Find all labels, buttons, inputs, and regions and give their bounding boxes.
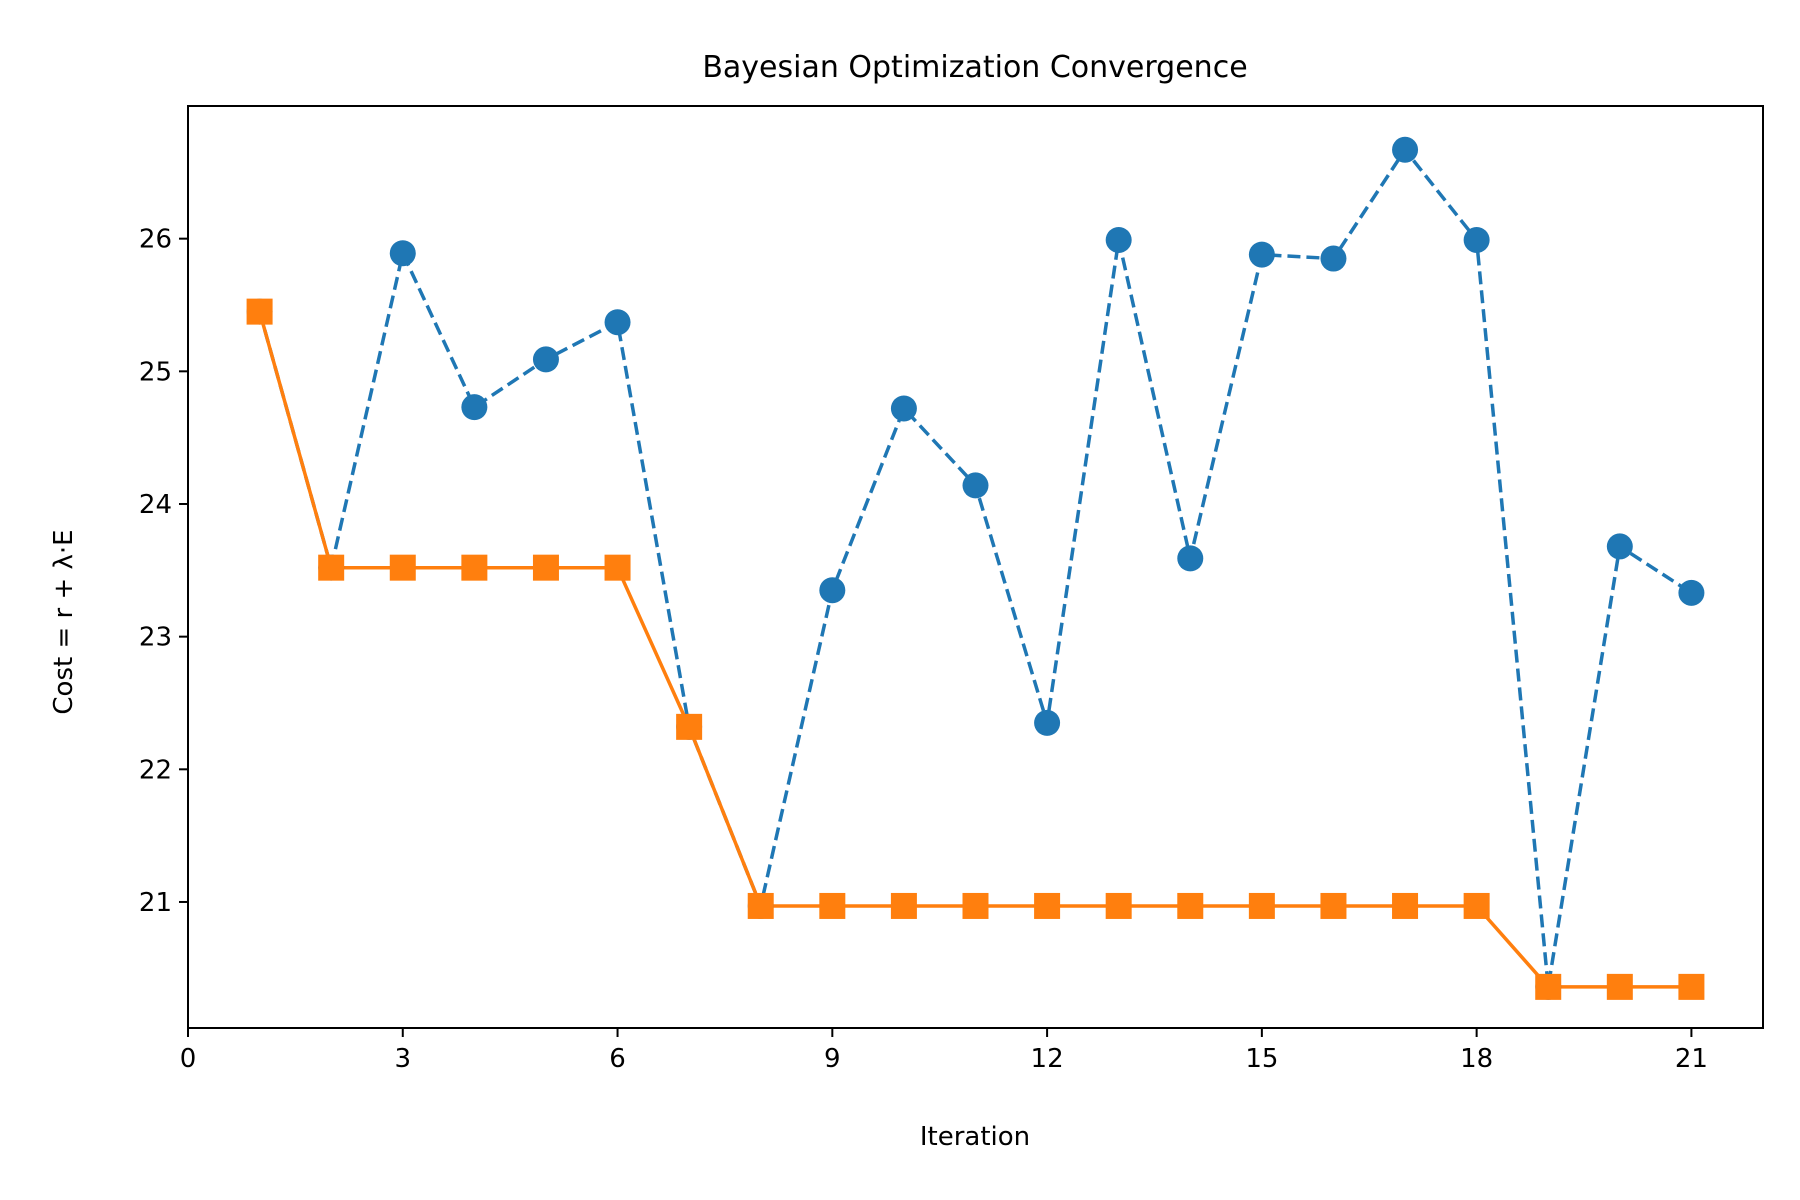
series-2-point (1105, 892, 1132, 919)
x-tick-label: 0 (180, 1044, 197, 1074)
series-2-point (246, 298, 273, 325)
x-tick-label: 9 (824, 1044, 841, 1074)
y-tick-label: 22 (139, 755, 172, 785)
x-tick-label: 18 (1460, 1044, 1493, 1074)
x-tick-label: 12 (1031, 1044, 1064, 1074)
series-1-point (1463, 226, 1490, 253)
chart-title: Bayesian Optimization Convergence (702, 50, 1247, 85)
series-1-point (1392, 136, 1419, 163)
series-1-point (1034, 709, 1061, 736)
y-tick-label: 23 (139, 623, 172, 653)
series-1-point (819, 577, 846, 604)
series-1-point (389, 240, 416, 267)
series-1-point (604, 309, 631, 336)
series-1-point (1105, 226, 1132, 253)
y-tick-label: 26 (139, 225, 172, 255)
y-tick-label: 24 (139, 490, 172, 520)
series-2-point (747, 892, 774, 919)
series-1-point (1177, 545, 1204, 572)
series-2-point (1392, 892, 1419, 919)
y-tick-label: 25 (139, 357, 172, 387)
series-2-point (1034, 892, 1061, 919)
series-2-point (819, 892, 846, 919)
series-2-point (1320, 892, 1347, 919)
series-1-point (1248, 241, 1275, 268)
series-2-point (676, 713, 703, 740)
series-2-point (604, 554, 631, 581)
series-2-point (1177, 892, 1204, 919)
series-1-point (1606, 533, 1633, 560)
series-1-point (532, 346, 559, 373)
series-1-point (1678, 579, 1705, 606)
series-2-point (1606, 973, 1633, 1000)
x-tick-label: 6 (609, 1044, 626, 1074)
series-2-point (1678, 973, 1705, 1000)
series-2-point (1248, 892, 1275, 919)
series-1-point (461, 394, 488, 421)
x-tick-label: 15 (1245, 1044, 1278, 1074)
series-2-point (461, 554, 488, 581)
series-2-point (1535, 973, 1562, 1000)
series-2-point (962, 892, 989, 919)
x-tick-label: 21 (1675, 1044, 1708, 1074)
series-1-point (890, 395, 917, 422)
plot-frame (187, 105, 1764, 1029)
series-2-point (389, 554, 416, 581)
series-1-point (962, 472, 989, 499)
series-2-point (890, 892, 917, 919)
x-axis-label: Iteration (920, 1122, 1030, 1152)
series-2-point (318, 554, 345, 581)
y-axis-label: Cost = r + λ·E (49, 529, 79, 714)
series-1-point (1320, 245, 1347, 272)
y-tick-label: 21 (139, 888, 172, 918)
series-2-point (1463, 892, 1490, 919)
x-tick-label: 3 (394, 1044, 411, 1074)
series-2-point (532, 554, 559, 581)
